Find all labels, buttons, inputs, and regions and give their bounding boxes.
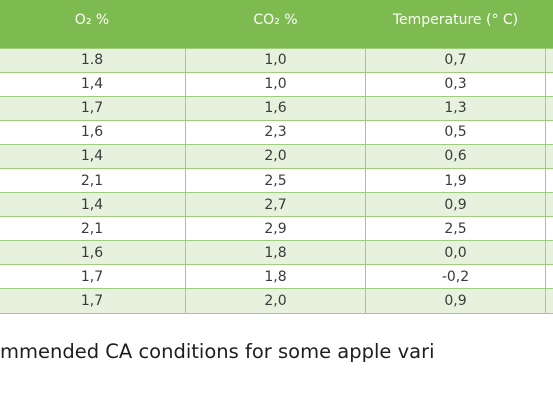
table-row: 1,7 1,6 1,3 xyxy=(0,96,553,121)
temperature-cell: 0,3 xyxy=(365,72,546,97)
row-right-edge-cell xyxy=(545,240,553,266)
temperature-cell: 0,9 xyxy=(365,192,546,218)
co2-cell: 2,5 xyxy=(185,168,366,194)
header-row: O₂ % CO₂ % Temperature (° C) xyxy=(0,0,553,48)
table-row: 2,1 2,5 1,9 xyxy=(0,168,553,194)
row-right-edge-cell xyxy=(545,120,553,145)
table-body: 1.8 1,0 0,7 1,4 1,0 0,3 1,7 1,6 1,3 1,6 2,3 0,5 1,4 2… xyxy=(0,47,553,314)
table-row: 1,7 1,8 -0,2 xyxy=(0,264,553,290)
temperature-cell: 0,7 xyxy=(365,47,546,73)
co2-cell: 1,0 xyxy=(185,72,366,97)
row-right-edge-cell xyxy=(545,168,553,194)
co2-cell: 2,9 xyxy=(185,216,366,242)
o2-cell: 1,7 xyxy=(0,96,186,121)
co2-cell: 2,0 xyxy=(185,288,366,314)
table-row: 1,6 2,3 0,5 xyxy=(0,120,553,145)
co2-cell: 2,0 xyxy=(185,144,366,169)
table-row: 1,4 2,7 0,9 xyxy=(0,192,553,218)
header-temperature: Temperature (° C) xyxy=(392,11,519,28)
ca-conditions-table-container: O₂ % CO₂ % Temperature (° C) 1.8 1,0 0,7 1,… xyxy=(0,0,553,314)
o2-cell: 2,1 xyxy=(0,168,186,194)
row-right-edge-cell xyxy=(545,264,553,290)
row-right-edge-cell xyxy=(545,216,553,242)
o2-cell: 1.8 xyxy=(0,47,186,73)
table-header: O₂ % CO₂ % Temperature (° C) xyxy=(0,0,553,48)
co2-cell: 1,8 xyxy=(185,264,366,290)
table-row: 1,6 1,8 0,0 xyxy=(0,240,553,266)
row-right-edge-cell xyxy=(545,288,553,314)
table-row: 1,4 2,0 0,6 xyxy=(0,144,553,169)
temperature-cell: 1,9 xyxy=(365,168,546,194)
co2-cell: 1,8 xyxy=(185,240,366,266)
table-row: 1.8 1,0 0,7 xyxy=(0,47,553,73)
o2-cell: 1,7 xyxy=(0,264,186,290)
o2-cell: 1,6 xyxy=(0,240,186,266)
o2-cell: 1,4 xyxy=(0,192,186,218)
temperature-cell: 2,5 xyxy=(365,216,546,242)
row-right-edge-cell xyxy=(545,96,553,121)
temperature-cell: 0,5 xyxy=(365,120,546,145)
temperature-cell: 0,6 xyxy=(365,144,546,169)
row-right-edge-cell xyxy=(545,72,553,97)
row-right-edge-cell xyxy=(545,192,553,218)
o2-cell: 1,4 xyxy=(0,72,186,97)
header-cell-right-edge xyxy=(546,0,553,48)
table-caption: mmended CA conditions for some apple var… xyxy=(0,340,435,363)
o2-cell: 2,1 xyxy=(0,216,186,242)
ca-conditions-table: O₂ % CO₂ % Temperature (° C) 1.8 1,0 0,7 1,… xyxy=(0,0,553,314)
o2-cell: 1,6 xyxy=(0,120,186,145)
co2-cell: 2,3 xyxy=(185,120,366,145)
o2-cell: 1,7 xyxy=(0,288,186,314)
co2-cell: 2,7 xyxy=(185,192,366,218)
temperature-cell: 0,9 xyxy=(365,288,546,314)
o2-cell: 1,4 xyxy=(0,144,186,169)
table-row: 2,1 2,9 2,5 xyxy=(0,216,553,242)
co2-cell: 1,6 xyxy=(185,96,366,121)
table-row: 1,7 2,0 0,9 xyxy=(0,288,553,314)
temperature-cell: -0,2 xyxy=(365,264,546,290)
header-co2: CO₂ % xyxy=(253,11,298,28)
row-right-edge-cell xyxy=(545,144,553,169)
header-o2: O₂ % xyxy=(74,11,110,28)
temperature-cell: 0,0 xyxy=(365,240,546,266)
co2-cell: 1,0 xyxy=(185,47,366,73)
row-right-edge-cell xyxy=(545,47,553,73)
table-row: 1,4 1,0 0,3 xyxy=(0,72,553,97)
temperature-cell: 1,3 xyxy=(365,96,546,121)
